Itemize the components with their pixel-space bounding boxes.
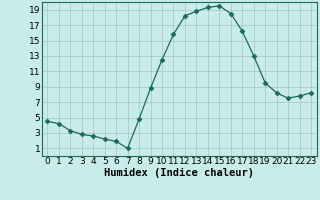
- X-axis label: Humidex (Indice chaleur): Humidex (Indice chaleur): [104, 168, 254, 178]
